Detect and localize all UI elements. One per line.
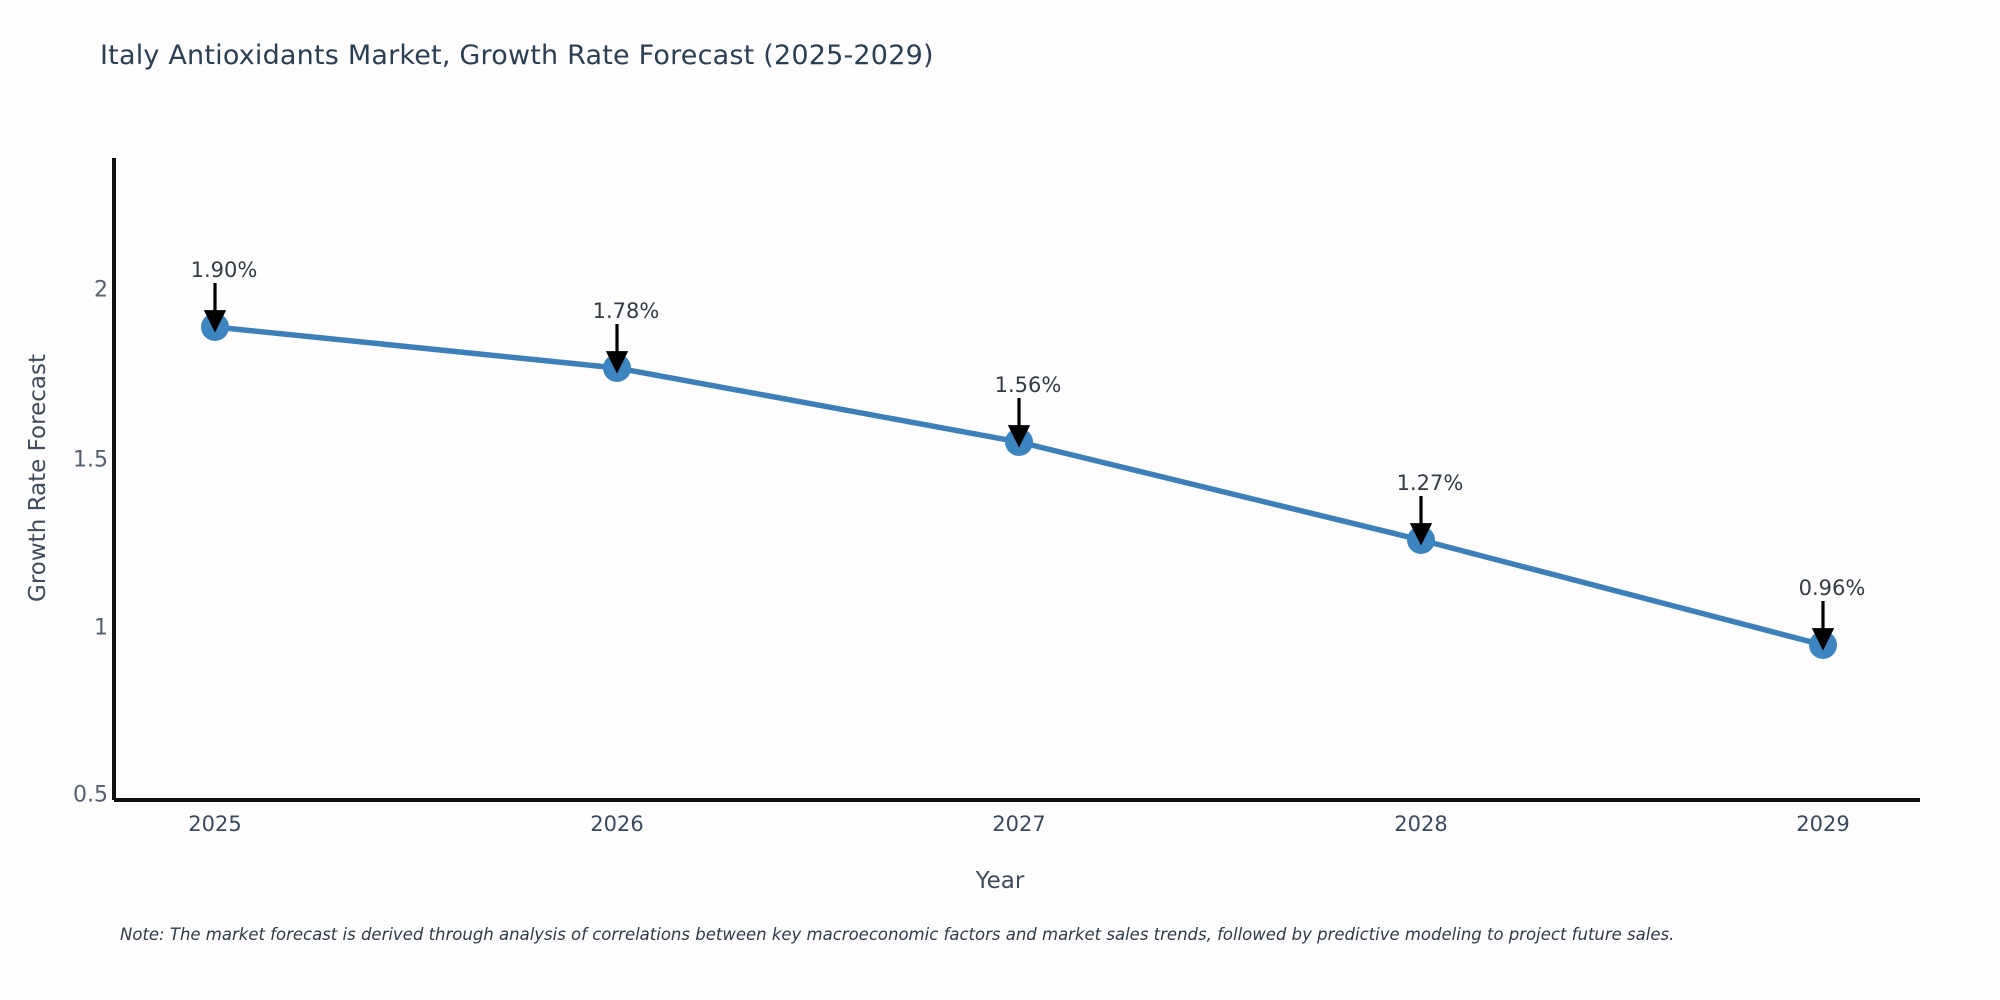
x-tick-label: 2027: [992, 812, 1046, 836]
data-point-marker[interactable]: [1005, 428, 1033, 456]
y-tick-label: 1.5: [73, 447, 108, 473]
chart-footnote: Note: The market forecast is derived thr…: [120, 925, 1675, 944]
y-tick-label: 1: [94, 615, 108, 641]
x-tick-label: 2028: [1394, 812, 1448, 836]
data-point-marker[interactable]: [1407, 526, 1435, 554]
data-point-label: 1.56%: [994, 373, 1062, 397]
y-axis-tick-labels: 2 1.5 1 0.5: [0, 0, 108, 1000]
x-tick-label: 2025: [188, 812, 242, 836]
data-point-marker[interactable]: [1809, 631, 1837, 659]
data-point-marker[interactable]: [603, 354, 631, 382]
y-tick-label: 2: [94, 277, 108, 303]
data-point-label: 1.27%: [1396, 471, 1464, 495]
data-point-label: 0.96%: [1798, 576, 1866, 600]
data-point-marker[interactable]: [201, 313, 229, 341]
page-title: Italy Antioxidants Market, Growth Rate F…: [100, 40, 934, 71]
y-tick-label: 0.5: [73, 782, 108, 808]
x-tick-label: 2026: [590, 812, 644, 836]
data-point-label: 1.90%: [190, 258, 258, 282]
data-point-label: 1.78%: [592, 299, 660, 323]
x-axis-title: Year: [975, 868, 1025, 894]
x-tick-label: 2029: [1796, 812, 1850, 836]
